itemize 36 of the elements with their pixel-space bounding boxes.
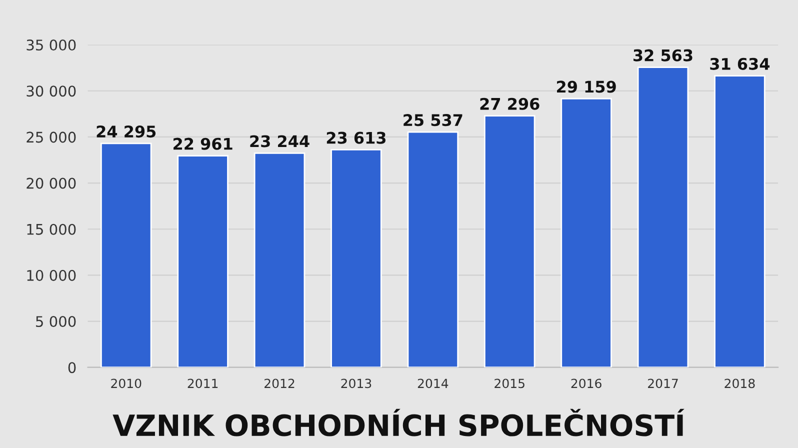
y-tick-label: 35 000 bbox=[26, 40, 76, 51]
y-tick-label: 25 000 bbox=[26, 132, 76, 143]
y-tick-label: 0 bbox=[68, 362, 76, 374]
data-label: 32 563 bbox=[634, 49, 692, 62]
x-tick-label: 2017 bbox=[648, 378, 678, 388]
bar bbox=[560, 98, 612, 368]
y-tick-label: 5 000 bbox=[36, 316, 76, 328]
y-tick-label: 20 000 bbox=[26, 178, 76, 189]
data-label: 29 159 bbox=[557, 80, 616, 93]
y-tick-label: 10 000 bbox=[27, 270, 76, 281]
data-label: 23 613 bbox=[326, 132, 386, 144]
data-label: 22 961 bbox=[174, 138, 232, 150]
data-label: 23 244 bbox=[250, 135, 310, 148]
data-label: 24 295 bbox=[96, 126, 156, 138]
data-label: 25 537 bbox=[404, 114, 462, 126]
bar bbox=[637, 66, 689, 368]
x-tick-label: 2014 bbox=[418, 378, 448, 388]
text: VZNIK OBCHODNÍCH SPOLEČNOSTÍ bbox=[112, 408, 684, 436]
data-label: 27 296 bbox=[480, 98, 540, 110]
bar bbox=[177, 155, 228, 368]
bar bbox=[100, 142, 152, 368]
x-tick-label: 2015 bbox=[494, 378, 524, 388]
x-tick-label: 2013 bbox=[341, 378, 372, 388]
x-tick-label: 2016 bbox=[571, 378, 602, 388]
x-tick-label: 2018 bbox=[724, 378, 755, 388]
bar bbox=[254, 152, 306, 368]
data-label: 31 634 bbox=[710, 58, 770, 70]
x-tick-label: 2011 bbox=[188, 378, 218, 388]
bar bbox=[484, 115, 536, 368]
bar bbox=[407, 131, 459, 368]
bar bbox=[330, 149, 382, 368]
y-tick-label: 15 000 bbox=[27, 224, 76, 235]
x-tick-label: 2012 bbox=[264, 378, 294, 388]
y-tick-label: 30 000 bbox=[26, 86, 76, 97]
x-tick-label: 2010 bbox=[111, 378, 142, 388]
bar bbox=[714, 75, 766, 368]
